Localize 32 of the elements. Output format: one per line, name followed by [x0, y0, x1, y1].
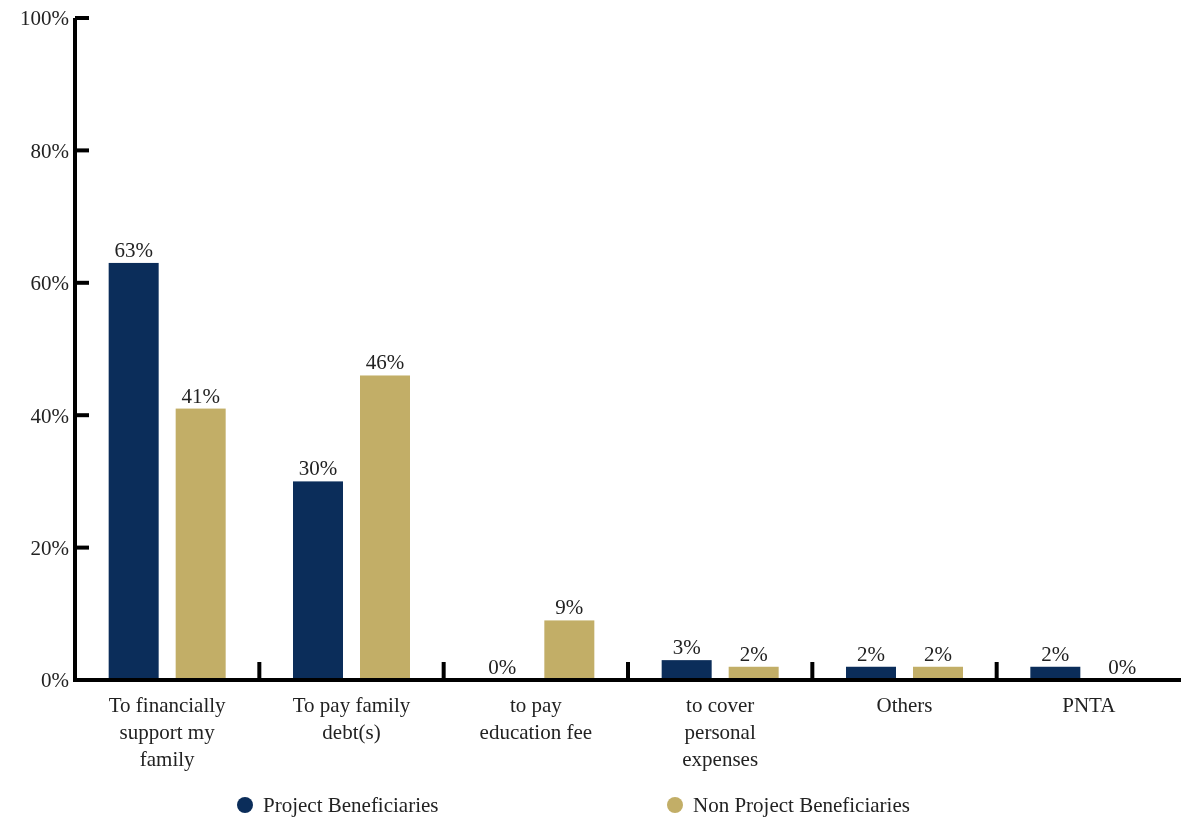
data-label: 2%: [739, 641, 768, 666]
y-tick-label: 60%: [30, 271, 69, 296]
x-tick-label: To financially support my family: [108, 693, 227, 771]
x-tick-label: to cover personal expenses: [682, 693, 759, 771]
data-label: 2%: [924, 641, 952, 666]
bar: [293, 481, 343, 680]
y-tick-label: 80%: [30, 138, 69, 163]
x-tick-label: Others: [876, 693, 933, 717]
bar: [661, 660, 712, 680]
data-label: 63%: [114, 237, 153, 262]
data-label: 0%: [1108, 655, 1137, 679]
data-label: 9%: [555, 595, 584, 620]
y-tick-label: 40%: [30, 403, 69, 428]
x-tick-label: To pay family debt(s): [292, 693, 411, 744]
legend-label: Non Project Beneficiaries: [693, 793, 910, 818]
legend-label: Project Beneficiaries: [263, 793, 439, 818]
x-tick-label: to pay education fee: [479, 693, 593, 744]
data-label: 0%: [488, 655, 517, 679]
bar: [544, 620, 595, 680]
data-label: 2%: [1041, 641, 1070, 666]
data-label: 30%: [298, 456, 338, 481]
y-tick-label: 0%: [41, 668, 69, 693]
bar: [175, 408, 226, 680]
x-tick-label: PNTA: [1062, 693, 1117, 717]
y-tick-label: 20%: [30, 535, 69, 560]
data-label: 41%: [181, 383, 220, 408]
y-tick-label: 100%: [20, 6, 69, 31]
data-label: 2%: [857, 641, 885, 666]
bar: [360, 375, 410, 680]
data-label: 3%: [672, 635, 701, 660]
bar: [108, 262, 159, 680]
data-label: 46%: [365, 350, 405, 375]
